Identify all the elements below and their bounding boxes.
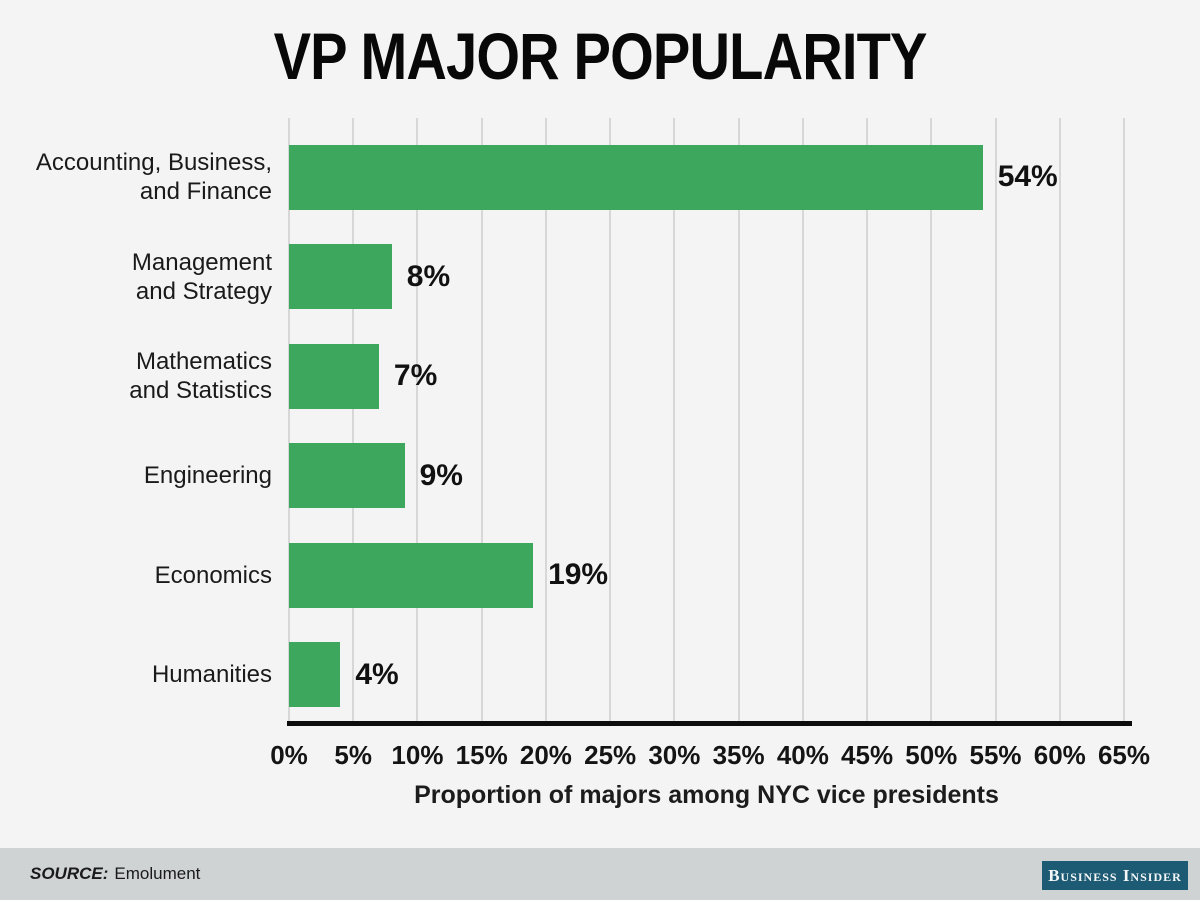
category-label-line: Mathematics — [135, 348, 272, 375]
category-label-line: Humanities — [151, 661, 272, 688]
x-axis-line — [287, 721, 1132, 726]
x-tick-label: 40% — [776, 740, 829, 770]
bar-2 — [289, 244, 392, 309]
gridline-55% — [994, 118, 997, 721]
bar-4 — [289, 443, 405, 508]
x-tick-label: 50% — [905, 740, 958, 770]
category-label-line: Engineering — [143, 462, 272, 489]
bar-3 — [289, 343, 379, 409]
value-label: 9% — [419, 458, 463, 492]
gridline-15% — [480, 118, 483, 721]
category-label: Management and Strategy — [0, 232, 272, 322]
gridline-25% — [609, 118, 612, 721]
x-tick-label: 55% — [969, 740, 1022, 770]
source-credit: SOURCE: Emolument — [30, 848, 200, 900]
gridline-35% — [737, 118, 740, 721]
category-label: Mathematics and Statistics — [0, 331, 272, 421]
value-label: 4% — [355, 657, 399, 691]
value-label: 19% — [548, 558, 609, 591]
category-label-line: Management — [131, 248, 272, 276]
gridline-30% — [673, 118, 676, 721]
value-label: 8% — [406, 259, 451, 293]
x-tick-label: 10% — [391, 740, 444, 770]
gridline-20% — [544, 118, 547, 721]
gridline-5% — [352, 118, 355, 721]
x-tick-label: 0% — [270, 740, 308, 770]
gridline-50% — [930, 118, 933, 721]
x-tick-label: 5% — [334, 740, 372, 770]
x-axis-label: Proportion of majors among NYC vice pres… — [414, 781, 999, 809]
category-label-line: and Strategy — [135, 277, 272, 305]
category-label: Engineering — [0, 431, 272, 521]
chart-title-wrap: VP MAJOR POPULARITY — [0, 18, 1200, 94]
bar-6 — [289, 642, 341, 707]
category-label: Economics — [0, 530, 272, 620]
category-label-line: Accounting, Business, — [35, 149, 272, 176]
category-label-line: and Statistics — [129, 377, 272, 404]
bar-1 — [289, 144, 983, 210]
value-label: 7% — [393, 359, 438, 392]
gridline-60% — [1058, 118, 1061, 721]
category-label: Accounting, Business, and Finance — [0, 132, 272, 222]
category-label: Humanities — [0, 630, 272, 720]
gridline-10% — [416, 118, 419, 721]
x-tick-label: 30% — [648, 740, 701, 770]
category-label-line: Economics — [154, 561, 272, 589]
x-tick-label: 45% — [841, 740, 894, 770]
bar-5 — [289, 542, 534, 608]
footer-bar: SOURCE: Emolument Business Insider — [0, 848, 1200, 900]
gridline-45% — [866, 118, 869, 721]
category-label-line: and Finance — [139, 178, 272, 205]
business-insider-logo-text: Business Insider — [1048, 865, 1182, 885]
gridline-40% — [801, 118, 804, 721]
x-tick-label: 20% — [519, 740, 572, 770]
x-tick-label: 15% — [455, 740, 508, 770]
x-tick-label: 25% — [584, 740, 637, 770]
gridline-65% — [1123, 118, 1125, 721]
gridline-0% — [288, 118, 290, 721]
source-label: SOURCE: — [30, 864, 109, 883]
x-tick-label: 35% — [712, 740, 765, 770]
business-insider-logo: Business Insider — [1042, 861, 1188, 890]
value-label: 54% — [997, 160, 1058, 193]
chart-title: VP MAJOR POPULARITY — [273, 19, 927, 93]
source-value: Emolument — [114, 864, 201, 883]
x-tick-label: 60% — [1033, 740, 1086, 770]
x-tick-label: 65% — [1097, 740, 1151, 770]
